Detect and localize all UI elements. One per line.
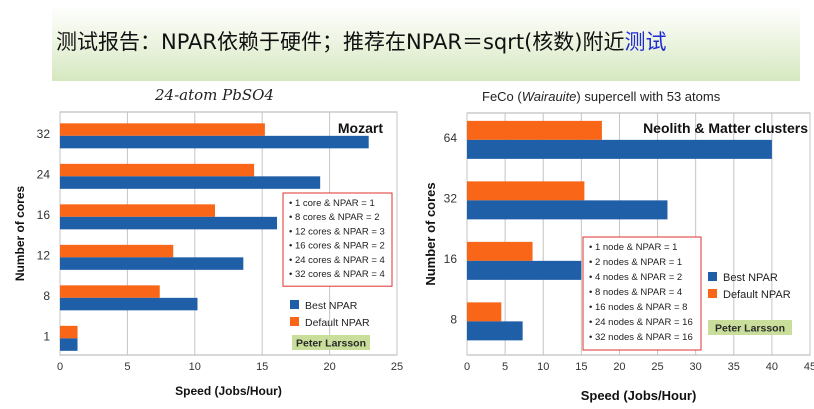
npar-annotation-line: • 2 nodes & NPAR = 1 [589, 257, 682, 268]
x-tick-label: 10 [189, 361, 201, 373]
y-tick-label: 32 [444, 191, 458, 205]
legend-swatch-best [290, 300, 299, 309]
x-tick-label: 30 [690, 361, 702, 373]
bar-best-npar [60, 338, 78, 351]
x-axis-title: Speed (Jobs/Hour) [175, 384, 282, 398]
legend-label-best: Best NPAR [723, 272, 778, 284]
bar-default-npar [60, 123, 265, 136]
author-badge [292, 335, 370, 350]
bar-best-npar [467, 200, 668, 220]
slide-title-body: NPAR依赖于硬件；推荐在NPAR＝sqrt(核数)附近 [161, 30, 625, 54]
right-caption-pre: FeCo ( [482, 89, 522, 104]
title-banner [52, 5, 800, 81]
bar-best-npar [60, 297, 198, 311]
bar-best-npar [60, 257, 244, 270]
y-tick-label: 64 [444, 131, 458, 145]
npar-annotation-line: • 24 nodes & NPAR = 16 [589, 317, 693, 328]
npar-annotation-line: • 1 node & NPAR = 1 [589, 242, 677, 253]
x-tick-label: 45 [804, 361, 814, 373]
npar-annotation-line: • 4 nodes & NPAR = 2 [589, 272, 682, 283]
legend-swatch-default [290, 317, 299, 326]
right-chart-caption: FeCo (Wairauite) supercell with 53 atoms [482, 89, 720, 104]
legend-swatch-default [708, 289, 717, 298]
bar-best-npar [60, 216, 278, 230]
bar-default-npar [60, 325, 78, 339]
bar-default-npar [467, 181, 585, 201]
x-tick-label: 10 [537, 361, 549, 373]
x-tick-label: 0 [464, 361, 470, 373]
y-tick-label: 16 [37, 208, 51, 222]
bar-default-npar [60, 244, 174, 258]
npar-annotation-box [282, 192, 393, 287]
x-tick-label: 15 [575, 361, 587, 373]
x-tick-label: 15 [256, 361, 268, 373]
npar-annotation-line: • 16 cores & NPAR = 2 [289, 241, 385, 252]
right-caption-mineral: Wairauite [521, 89, 577, 104]
legend-swatch-best [708, 272, 717, 281]
npar-annotation-line: • 8 nodes & NPAR = 4 [589, 287, 682, 298]
bar-best-npar [60, 176, 321, 189]
npar-annotation-line: • 16 nodes & NPAR = 8 [589, 302, 687, 313]
npar-annotation-line: • 12 cores & NPAR = 3 [289, 226, 385, 237]
bar-best-npar [60, 135, 369, 149]
x-tick-label: 5 [502, 361, 508, 373]
npar-annotation-line: • 8 cores & NPAR = 2 [289, 212, 380, 223]
bar-best-npar [467, 260, 582, 280]
bar-default-npar [467, 120, 602, 140]
x-tick-label: 20 [323, 361, 335, 373]
chart-title: Neolith & Matter clusters [643, 120, 808, 136]
bar-default-npar [467, 241, 533, 261]
y-tick-label: 8 [43, 289, 50, 303]
chart-title: Mozart [338, 120, 383, 136]
legend-label-default: Default NPAR [305, 317, 370, 329]
slide-title-highlight: 测试 [624, 30, 667, 54]
y-tick-label: 32 [37, 127, 51, 141]
x-tick-label: 20 [613, 361, 625, 373]
npar-annotation-box [582, 236, 702, 351]
right-caption-post: ) supercell with 53 atoms [576, 89, 721, 104]
author-badge [708, 320, 792, 335]
slide-title-lead: 测试报告： [56, 30, 161, 54]
npar-annotation-line: • 1 core & NPAR = 1 [289, 198, 375, 209]
y-tick-label: 16 [444, 252, 458, 266]
y-tick-label: 1 [43, 329, 50, 343]
bar-best-npar [467, 321, 523, 341]
y-tick-label: 24 [37, 167, 51, 181]
author-badge-label: Peter Larsson [715, 323, 785, 335]
x-tick-label: 35 [728, 361, 740, 373]
x-tick-label: 25 [651, 361, 663, 373]
y-tick-label: 8 [450, 312, 457, 326]
legend-label-default: Default NPAR [723, 289, 791, 301]
author-badge-label: Peter Larsson [296, 338, 366, 350]
x-tick-label: 0 [57, 361, 63, 373]
npar-annotation-line: • 32 cores & NPAR = 4 [289, 269, 385, 280]
bar-default-npar [467, 302, 502, 322]
x-tick-label: 40 [766, 361, 778, 373]
slide-title: 测试报告：NPAR依赖于硬件；推荐在NPAR＝sqrt(核数)附近测试 [56, 26, 667, 56]
bar-best-npar [467, 139, 772, 159]
npar-annotation-line: • 32 nodes & NPAR = 16 [589, 332, 693, 343]
bar-default-npar [60, 204, 216, 217]
x-tick-label: 5 [124, 361, 130, 373]
x-axis-title: Speed (Jobs/Hour) [581, 388, 697, 403]
bar-default-npar [60, 285, 160, 298]
y-axis-title: Number of cores [423, 182, 438, 285]
y-axis-title: Number of cores [13, 185, 27, 281]
legend-label-best: Best NPAR [305, 300, 358, 312]
npar-annotation-line: • 24 cores & NPAR = 4 [289, 255, 385, 266]
y-tick-label: 12 [37, 248, 51, 262]
left-chart-caption: 24-atom PbSO4 [155, 86, 274, 104]
x-tick-label: 25 [391, 361, 403, 373]
bar-default-npar [60, 163, 255, 177]
